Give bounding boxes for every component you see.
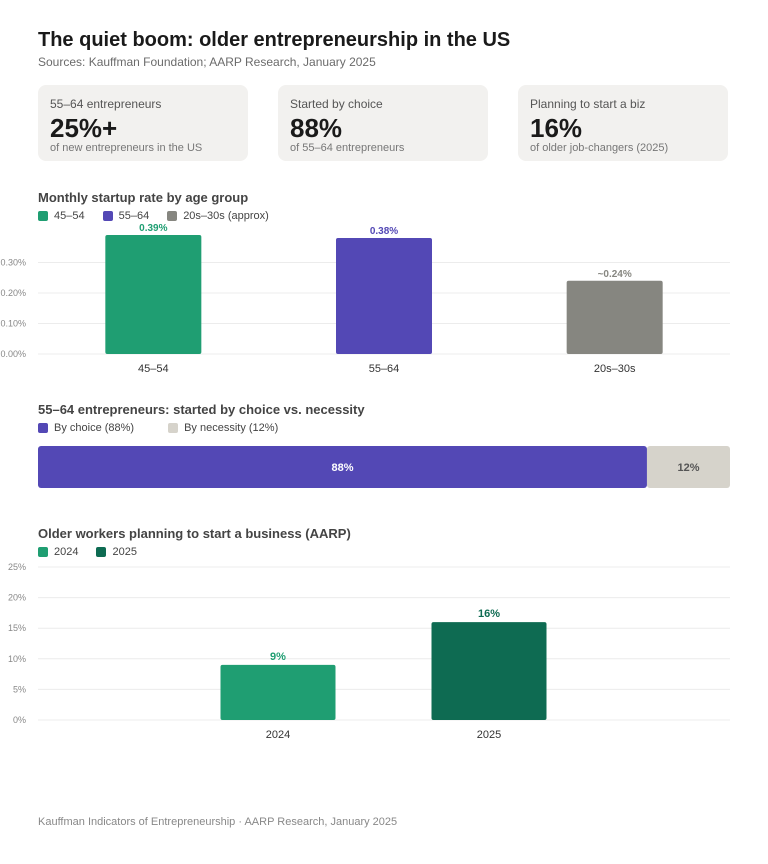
- stat-card-started-by-choice: Started by choice 88% of 55–64 entrepren…: [278, 85, 488, 161]
- stat-card-subtext: of new entrepreneurs in the US: [50, 142, 203, 154]
- chart1-title: Monthly startup rate by age group: [38, 190, 249, 205]
- data-label: 0.38%: [370, 226, 398, 237]
- data-label: ~0.24%: [598, 269, 632, 280]
- legend-item: By necessity (12%): [168, 422, 278, 434]
- legend-swatch: [96, 547, 107, 557]
- y-tick-label: 0%: [13, 715, 26, 725]
- y-tick-label: 0.20%: [0, 288, 26, 298]
- legend-label: 2024: [54, 546, 79, 558]
- data-label: 16%: [478, 608, 500, 620]
- legend-label: 20s–30s (approx): [183, 210, 269, 222]
- legend-item: 2024: [38, 546, 78, 558]
- legend-label: 55–64: [118, 210, 150, 222]
- chart2-title: 55–64 entrepreneurs: started by choice v…: [38, 402, 365, 417]
- stat-card-value: 25%+: [50, 113, 118, 143]
- bar-segment: [38, 446, 647, 488]
- legend-swatch: [167, 211, 178, 221]
- legend-swatch: [168, 423, 179, 433]
- page-subtitle: Sources: Kauffman Foundation; AARP Resea…: [38, 55, 376, 69]
- x-tick-label: 2024: [266, 729, 290, 741]
- chart2-legend: By choice (88%) By necessity (12%): [38, 422, 296, 434]
- legend-label: By necessity (12%): [184, 422, 279, 434]
- x-tick-label: 55–64: [369, 363, 400, 375]
- data-label: 12%: [677, 462, 699, 474]
- footer-source: Kauffman Indicators of Entrepreneurship …: [38, 816, 398, 828]
- legend-swatch: [38, 423, 48, 433]
- x-tick-label: 20s–30s: [594, 363, 636, 375]
- bar: [431, 622, 547, 720]
- legend-label: 2025: [112, 546, 137, 558]
- stat-card-older-share: 55–64 entrepreneurs 25%+ of new entrepre…: [38, 85, 248, 161]
- stat-card-label: 55–64 entrepreneurs: [50, 97, 162, 111]
- stat-card-subtext: of older job-changers (2025): [530, 142, 669, 154]
- y-tick-label: 25%: [8, 562, 26, 572]
- legend-label: By choice (88%): [54, 422, 135, 434]
- y-tick-label: 0.10%: [0, 318, 26, 328]
- legend-item: 20s–30s (approx): [167, 210, 269, 222]
- legend-item: 2025: [96, 546, 137, 558]
- y-tick-label: 20%: [8, 593, 26, 603]
- legend-item: 45–54: [38, 210, 85, 222]
- bar: [336, 238, 432, 354]
- data-label: 88%: [331, 462, 353, 474]
- chart1-legend: 45–54 55–64 20s–30s (approx): [38, 210, 287, 222]
- legend-swatch: [102, 211, 113, 221]
- legend-item: 55–64: [102, 210, 150, 222]
- data-label: 0.39%: [139, 223, 167, 234]
- stat-card-value: 16%: [530, 113, 583, 143]
- legend-swatch: [38, 547, 48, 557]
- y-tick-label: 15%: [8, 623, 26, 633]
- y-tick-label: 0.30%: [0, 257, 26, 267]
- legend-label: 45–54: [54, 210, 85, 222]
- stat-card-label: Planning to start a biz: [530, 97, 646, 111]
- y-tick-label: 5%: [13, 684, 26, 694]
- x-tick-label: 2025: [477, 729, 501, 741]
- bar: [105, 235, 202, 354]
- bar-segment: [646, 446, 730, 488]
- stat-card-planning: Planning to start a biz 16% of older job…: [518, 85, 728, 161]
- stat-card-subtext: of 55–64 entrepreneurs: [290, 142, 405, 154]
- data-label: 9%: [270, 651, 286, 663]
- chart3-title: Older workers planning to start a busine…: [38, 526, 351, 541]
- stat-card-value: 88%: [290, 113, 343, 143]
- bar: [220, 664, 336, 720]
- bar: [566, 280, 663, 354]
- page-title: The quiet boom: older entrepreneurship i…: [38, 29, 511, 51]
- legend-item: By choice (88%): [38, 422, 134, 434]
- legend-swatch: [38, 211, 48, 221]
- y-tick-label: 0.00%: [0, 349, 26, 359]
- x-tick-label: 45–54: [138, 363, 169, 375]
- y-tick-label: 10%: [8, 654, 26, 664]
- stat-card-label: Started by choice: [290, 97, 383, 111]
- chart3-legend: 2024 2025: [38, 546, 155, 558]
